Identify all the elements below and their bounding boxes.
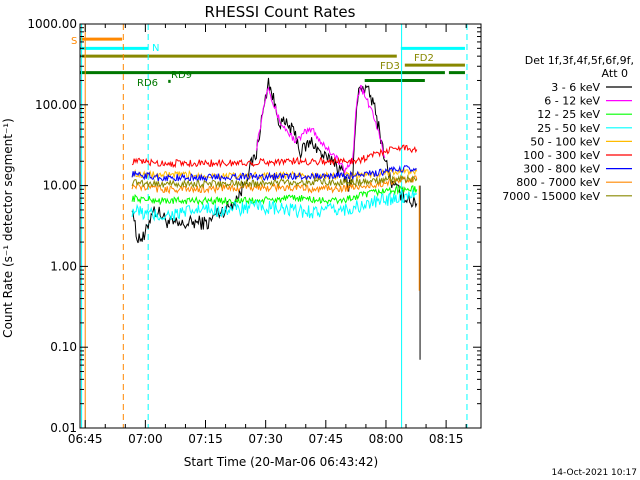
x-tick-label: 07:15 bbox=[188, 432, 223, 446]
y-tick-label: 10.00 bbox=[43, 179, 77, 193]
legend-att: Att 0 bbox=[602, 67, 628, 80]
y-tick-label: 1000.00 bbox=[27, 17, 77, 31]
y-axis-label: Count Rate (s⁻¹ detector segment⁻¹) bbox=[1, 118, 15, 338]
legend-entry-label: 7000 - 15000 keV bbox=[502, 190, 600, 203]
x-tick-label: 08:00 bbox=[369, 432, 404, 446]
y-axis: 1000.00 100.00 10.00 1.00 0.10 0.01 bbox=[27, 17, 481, 435]
attenuator-bars bbox=[80, 37, 465, 83]
x-axis: 06:45 07:00 07:15 07:30 07:45 08:00 08:15 bbox=[68, 24, 467, 446]
annotation-label: RD6 bbox=[137, 78, 158, 89]
series-line bbox=[131, 175, 418, 195]
annotation-label: S bbox=[71, 36, 77, 47]
series-line bbox=[131, 144, 418, 169]
legend-entry-label: 3 - 6 keV bbox=[551, 81, 600, 94]
x-tick-label: 08:15 bbox=[429, 432, 464, 446]
legend-entry-label: 6 - 12 keV bbox=[544, 95, 600, 108]
x-tick-label: 07:45 bbox=[309, 432, 344, 446]
chart-title: RHESSI Count Rates bbox=[205, 3, 356, 21]
annotations: S N FD2 FD3 RD6 RD9 bbox=[71, 36, 434, 89]
legend-entry-label: 12 - 25 keV bbox=[537, 108, 600, 121]
y-tick-label: 100.00 bbox=[35, 98, 77, 112]
annotation-label: RD9 bbox=[171, 70, 192, 81]
series-line bbox=[131, 164, 417, 183]
x-tick-label: 07:00 bbox=[128, 432, 163, 446]
x-tick-label: 06:45 bbox=[68, 432, 103, 446]
series-line bbox=[131, 167, 418, 181]
series-line bbox=[131, 184, 418, 206]
series-line bbox=[131, 188, 418, 222]
y-tick-label: 0.01 bbox=[50, 421, 77, 435]
series-line bbox=[131, 174, 418, 189]
annotation-label: FD3 bbox=[380, 61, 400, 72]
x-axis-label: Start Time (20-Mar-06 06:43:42) bbox=[184, 455, 378, 469]
legend-header: Det 1f,3f,4f,5f,6f,9f, bbox=[525, 54, 634, 67]
legend-entry-label: 25 - 50 keV bbox=[537, 122, 600, 135]
x-tick-label: 07:30 bbox=[248, 432, 283, 446]
footer-timestamp: 14-Oct-2021 10:17 bbox=[552, 468, 637, 478]
series-lines bbox=[131, 77, 421, 360]
y-tick-label: 0.10 bbox=[50, 340, 77, 354]
legend-entry-label: 50 - 100 keV bbox=[530, 135, 600, 148]
plot-frame bbox=[79, 23, 482, 429]
annotation-label: N bbox=[152, 43, 159, 54]
series-line bbox=[255, 84, 386, 174]
y-tick-label: 1.00 bbox=[50, 259, 77, 273]
legend-entry-label: 300 - 800 keV bbox=[523, 163, 600, 176]
annotation-label: FD2 bbox=[414, 53, 434, 64]
legend-entry-label: 800 - 7000 keV bbox=[516, 176, 600, 189]
legend-entry-label: 100 - 300 keV bbox=[523, 149, 600, 162]
